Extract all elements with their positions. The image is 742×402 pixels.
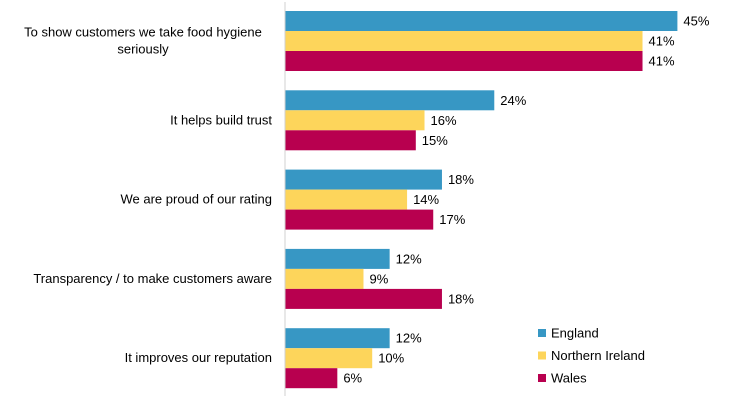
category-label: It helps build trust xyxy=(170,112,272,127)
data-label: 18% xyxy=(448,172,474,187)
legend-swatch xyxy=(538,374,546,382)
bar-england xyxy=(285,90,495,111)
bar-northern-ireland xyxy=(285,110,425,131)
bar-northern-ireland xyxy=(285,189,408,210)
category-labels: To show customers we take food hygiene se… xyxy=(24,25,272,366)
category-label: It improves our reputation xyxy=(125,350,272,365)
data-label: 12% xyxy=(396,331,422,346)
bar-england xyxy=(285,328,390,349)
legend: England Northern Ireland Wales xyxy=(538,326,645,386)
bar-wales xyxy=(285,288,442,309)
data-label: 41% xyxy=(649,54,675,69)
bars xyxy=(285,11,678,389)
category-label-line: It improves our reputation xyxy=(125,350,272,365)
bar-wales xyxy=(285,368,338,389)
bar-england xyxy=(285,169,442,190)
bar-wales xyxy=(285,51,643,71)
bar-northern-ireland xyxy=(285,31,643,51)
data-label: 45% xyxy=(683,14,709,29)
category-label: We are proud of our rating xyxy=(120,192,272,207)
data-label: 12% xyxy=(396,251,422,266)
data-label: 6% xyxy=(343,371,362,386)
legend-label: Northern Ireland xyxy=(551,348,645,363)
category-label-line: seriously xyxy=(117,42,169,57)
category-label-line: Transparency / to make customers aware xyxy=(33,271,272,286)
data-label: 41% xyxy=(649,34,675,49)
bar-northern-ireland xyxy=(285,268,364,289)
data-label: 9% xyxy=(369,271,388,286)
data-label: 15% xyxy=(422,133,448,148)
value-labels: 45% 41% 41% 24% 16% 15% 18% 14%17% 12% 9% 18% 12% 10… xyxy=(343,14,710,386)
category-label-line: We are proud of our rating xyxy=(120,192,272,207)
bar-wales xyxy=(285,209,434,230)
data-label: 24% xyxy=(500,93,526,108)
legend-label: England xyxy=(551,326,599,341)
data-label: 14% xyxy=(413,192,439,207)
legend-swatch xyxy=(538,351,546,360)
category-label-line: It helps build trust xyxy=(170,112,272,127)
legend-swatch xyxy=(538,329,546,337)
category-label-line: To show customers we take food hygiene xyxy=(24,25,262,40)
bar-england xyxy=(285,11,678,31)
data-label: 18% xyxy=(448,291,474,306)
data-label: 16% xyxy=(431,113,457,128)
category-label: Transparency / to make customers aware xyxy=(33,271,272,286)
data-label: 10% xyxy=(378,351,404,366)
category-label: To show customers we take food hygiene se… xyxy=(24,25,262,57)
bar-northern-ireland xyxy=(285,348,373,369)
bar-wales xyxy=(285,130,416,151)
data-label: 17% xyxy=(439,212,465,227)
legend-label: Wales xyxy=(551,371,587,386)
bar-england xyxy=(285,248,390,269)
